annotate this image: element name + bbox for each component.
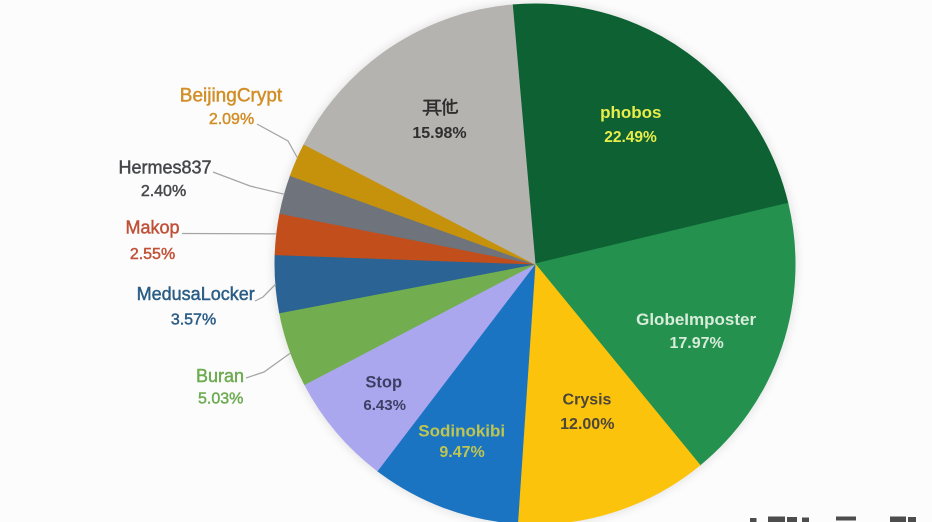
svg-text:phobos: phobos <box>600 103 661 122</box>
svg-text:5.03%: 5.03% <box>198 391 243 408</box>
svg-text:15.98%: 15.98% <box>412 125 466 142</box>
svg-text:6.43%: 6.43% <box>363 397 406 414</box>
svg-text:3.57%: 3.57% <box>171 312 216 329</box>
svg-text:17.97%: 17.97% <box>669 335 723 352</box>
svg-text:12.00%: 12.00% <box>560 416 614 433</box>
svg-text:BeijingCrypt: BeijingCrypt <box>180 86 283 107</box>
svg-text:Hermes837: Hermes837 <box>118 158 211 178</box>
svg-text:2.40%: 2.40% <box>141 183 186 200</box>
svg-text:Crysis: Crysis <box>563 392 612 409</box>
svg-text:Makop: Makop <box>125 218 179 238</box>
svg-text:MedusaLocker: MedusaLocker <box>137 284 255 304</box>
svg-text:2.09%: 2.09% <box>209 111 254 128</box>
svg-text:Buran: Buran <box>196 366 244 386</box>
svg-text:GlobeImposter: GlobeImposter <box>636 310 756 329</box>
svg-text:22.49%: 22.49% <box>604 129 657 146</box>
svg-text:Sodinokibi: Sodinokibi <box>418 422 505 441</box>
svg-text:2.55%: 2.55% <box>130 246 175 263</box>
svg-text:Stop: Stop <box>365 374 402 392</box>
svg-text:9.47%: 9.47% <box>439 444 484 461</box>
